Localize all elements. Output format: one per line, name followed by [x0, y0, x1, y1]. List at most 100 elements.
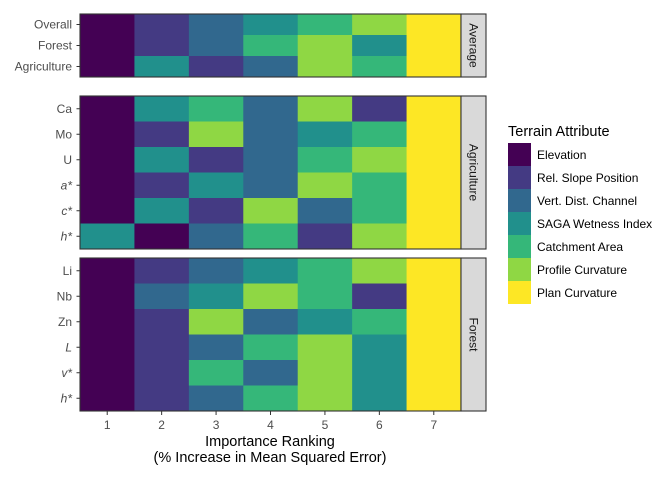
- legend-label: Vert. Dist. Channel: [537, 194, 637, 208]
- heatmap-cell: [134, 14, 190, 36]
- heatmap-cell: [352, 147, 407, 173]
- heatmap-cell: [406, 258, 462, 284]
- heatmap-cell: [352, 385, 407, 412]
- heatmap-cell: [297, 385, 353, 412]
- legend-swatch: [508, 166, 531, 189]
- row-label: Li: [63, 264, 72, 278]
- heatmap-cell: [352, 172, 407, 199]
- heatmap-cell: [297, 14, 353, 36]
- row-label: c*: [61, 204, 72, 218]
- heatmap-cell: [243, 223, 299, 250]
- panel-forest: Li Nb Zn Lv* h* Forest: [57, 257, 487, 412]
- heatmap-cell: [80, 309, 135, 335]
- panels-layer: Overall Forest Agriculture Average Ca Mo Ua* c*…: [15, 13, 487, 412]
- heatmap-cell: [406, 35, 462, 57]
- heatmap-cell: [188, 96, 244, 122]
- x-tick-label: 2: [158, 418, 165, 432]
- legend-label: Elevation: [537, 148, 586, 162]
- x-tick-label: 1: [104, 418, 111, 432]
- heatmap-cell: [134, 334, 190, 361]
- legend-swatch: [508, 189, 531, 212]
- heatmap-cell: [243, 198, 299, 224]
- row-label: Zn: [58, 315, 72, 329]
- heatmap-cell: [134, 35, 190, 57]
- heatmap-cell: [80, 258, 135, 284]
- heatmap-cell: [297, 334, 353, 361]
- heatmap-cell: [406, 283, 462, 310]
- legend: Terrain Attribute Elevation Rel. Slope Po…: [508, 124, 652, 304]
- heatmap-cell: [80, 223, 135, 250]
- row-label: L: [65, 340, 72, 354]
- row-label: h*: [61, 391, 73, 405]
- heatmap-cell: [80, 121, 135, 148]
- facet-strip: [460, 13, 487, 78]
- legend-swatch: [508, 258, 531, 281]
- heatmap-cell: [134, 258, 190, 284]
- row-label: U: [63, 153, 72, 167]
- legend-swatch: [508, 281, 531, 304]
- heatmap-cell: [188, 121, 244, 148]
- x-tick-label: 5: [322, 418, 329, 432]
- heatmap-cell: [406, 334, 462, 361]
- legend-label: Catchment Area: [537, 240, 623, 254]
- legend-swatch: [508, 235, 531, 258]
- heatmap-cell: [134, 56, 190, 78]
- facet-strip: [460, 257, 487, 412]
- heatmap-cell: [134, 96, 190, 122]
- x-tick-label: 6: [376, 418, 383, 432]
- heatmap-cell: [188, 223, 244, 250]
- heatmap-cell: [243, 56, 299, 78]
- heatmap-cell: [297, 147, 353, 173]
- x-axis-title-line1: Importance Ranking: [205, 434, 335, 450]
- heatmap-cell: [297, 56, 353, 78]
- heatmap-cell: [297, 198, 353, 224]
- row-label: Forest: [38, 39, 73, 53]
- heatmap-cell: [188, 334, 244, 361]
- heatmap-cell: [134, 223, 190, 250]
- facet-strip-label: Forest: [467, 317, 481, 352]
- heatmap-cell: [406, 198, 462, 224]
- heatmap-cell: [80, 198, 135, 224]
- legend-items: Elevation Rel. Slope Position Vert. Dist. …: [508, 143, 652, 304]
- heatmap-cell: [243, 385, 299, 412]
- panel-average: Overall Forest Agriculture Average: [15, 13, 487, 78]
- legend-label: Plan Curvature: [537, 286, 617, 300]
- heatmap-cell: [297, 96, 353, 122]
- heatmap-cell: [188, 35, 244, 57]
- heatmap-cell: [80, 385, 135, 412]
- heatmap-cell: [134, 385, 190, 412]
- heatmap-cell: [134, 283, 190, 310]
- facet-strip: [460, 95, 487, 250]
- heatmap-cell: [406, 172, 462, 199]
- legend-label: SAGA Wetness Index: [537, 217, 652, 231]
- x-tick-label: 7: [430, 418, 437, 432]
- heatmap-cell: [243, 283, 299, 310]
- heatmap-cell: [352, 309, 407, 335]
- heatmap-cell: [352, 360, 407, 386]
- heatmap-cell: [80, 96, 135, 122]
- heatmap-cell: [352, 283, 407, 310]
- heatmap-cell: [134, 172, 190, 199]
- heatmap-cell: [352, 56, 407, 78]
- heatmap-cell: [80, 283, 135, 310]
- heatmap-cell: [297, 309, 353, 335]
- heatmap-cell: [188, 283, 244, 310]
- legend-title: Terrain Attribute: [508, 124, 610, 140]
- heatmap-cell: [297, 35, 353, 57]
- heatmap-cell: [243, 35, 299, 57]
- row-label: Nb: [57, 289, 73, 303]
- heatmap-cell: [188, 198, 244, 224]
- heatmap-cell: [406, 121, 462, 148]
- x-axis-title-line2: (% Increase in Mean Squared Error): [154, 450, 387, 466]
- heatmap-cell: [406, 96, 462, 122]
- heatmap-cell: [406, 385, 462, 412]
- heatmap-cell: [297, 258, 353, 284]
- row-label: Mo: [55, 127, 72, 141]
- legend-label: Rel. Slope Position: [537, 171, 638, 185]
- row-label: Ca: [57, 102, 73, 116]
- heatmap-cell: [352, 121, 407, 148]
- heatmap-cell: [352, 258, 407, 284]
- legend-swatch: [508, 212, 531, 235]
- heatmap-cell: [406, 360, 462, 386]
